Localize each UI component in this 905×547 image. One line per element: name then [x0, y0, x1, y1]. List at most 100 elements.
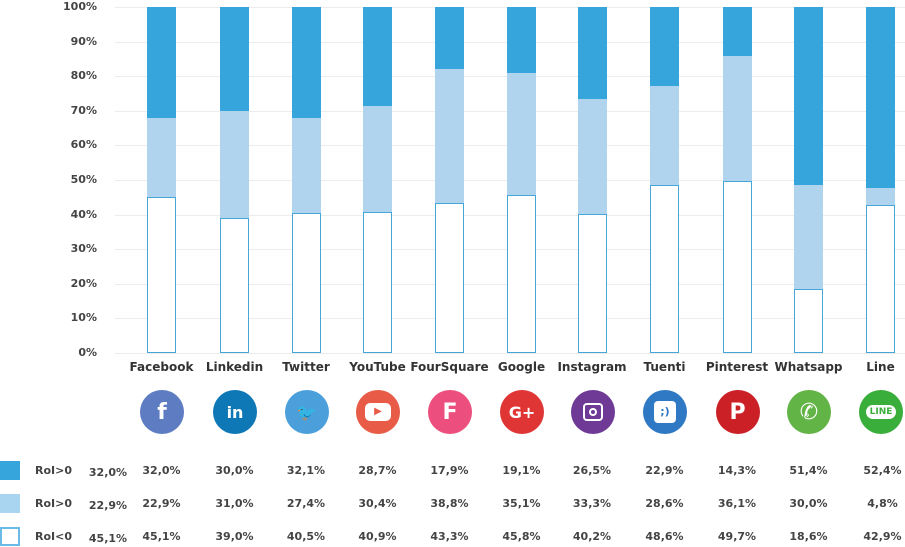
row-total: 22,9%: [88, 499, 128, 512]
table-cell: 22,9%: [645, 464, 684, 477]
table-cell: 28,6%: [645, 497, 684, 510]
bar-whatsapp[interactable]: [794, 7, 823, 353]
bar-segment[interactable]: [435, 68, 464, 204]
bar-segment[interactable]: [650, 6, 679, 86]
table-cell: 26,5%: [572, 464, 612, 477]
table-cell: 40,9%: [358, 530, 397, 543]
table-cell: 33,3%: [572, 497, 612, 510]
bar-segment[interactable]: [507, 7, 536, 74]
x-axis-label: Linkedin: [205, 360, 264, 374]
bar-segment[interactable]: [507, 73, 536, 195]
linkedin-icon: in: [213, 390, 257, 434]
bar-facebook[interactable]: [147, 7, 176, 353]
bar-segment[interactable]: [147, 196, 176, 353]
bar-segment[interactable]: [291, 7, 321, 119]
y-tick-label: 60%: [70, 138, 97, 152]
bar-segment[interactable]: [147, 7, 176, 118]
bar-tuenti[interactable]: [650, 6, 679, 353]
bar-segment[interactable]: [220, 7, 249, 111]
y-tick-label: 40%: [70, 207, 97, 221]
bar-segment[interactable]: [220, 110, 249, 219]
x-axis-label: Whatsapp: [774, 360, 843, 374]
table-cell: 39,0%: [215, 530, 254, 543]
table-cell: 30,4%: [358, 497, 397, 510]
table-cell: 48,6%: [645, 530, 684, 543]
bar-segment[interactable]: [363, 7, 392, 107]
x-axis-label: Pinterest: [705, 360, 769, 374]
table-cell: 18,6%: [789, 530, 828, 543]
bar-segment[interactable]: [722, 56, 752, 182]
table-cell: 30,0%: [789, 497, 828, 510]
table-cell: 30,0%: [215, 464, 254, 477]
table-cell: 49,7%: [717, 530, 757, 543]
table-cell: 19,1%: [502, 464, 541, 477]
bar-segment[interactable]: [794, 7, 823, 185]
table-cell: 32,0%: [142, 464, 181, 477]
bar-segment[interactable]: [291, 118, 321, 213]
table-cell: 28,7%: [358, 464, 397, 477]
x-axis-label: Twitter: [282, 360, 330, 374]
table-cell: 38,8%: [430, 497, 469, 510]
table-cell: 4,8%: [867, 497, 898, 510]
bar-segment[interactable]: [147, 117, 176, 197]
table-cell: 14,3%: [717, 464, 757, 477]
table-cell: 40,5%: [286, 530, 326, 543]
row-total: 32,0%: [88, 466, 128, 479]
x-axis-label: Line: [866, 360, 895, 374]
bar-segment[interactable]: [220, 218, 249, 353]
bar-segment[interactable]: [866, 6, 895, 188]
bar-segment[interactable]: [866, 187, 895, 205]
bar-segment[interactable]: [577, 98, 607, 214]
legend-label: RoI<0: [35, 530, 72, 543]
bar-line[interactable]: [866, 6, 895, 353]
legend-swatch: [0, 494, 20, 513]
bar-segment[interactable]: [435, 7, 464, 69]
gridline: [115, 353, 905, 354]
y-tick-label: 70%: [70, 103, 97, 117]
y-tick-label: 80%: [70, 69, 97, 83]
table-cell: 45,1%: [142, 530, 181, 543]
table-cell: 45,8%: [502, 530, 541, 543]
twitter-icon: 🐦: [284, 390, 329, 434]
bar-segment[interactable]: [507, 194, 536, 353]
bar-segment[interactable]: [866, 204, 895, 353]
x-axis-label: FourSquare: [410, 360, 489, 374]
y-tick-label: 90%: [70, 34, 97, 48]
table-cell: 32,1%: [286, 464, 326, 477]
x-axis-label: Instagram: [557, 360, 627, 374]
bar-segment[interactable]: [577, 7, 607, 99]
bar-segment[interactable]: [363, 106, 392, 212]
bar-segment[interactable]: [577, 213, 607, 353]
bar-twitter[interactable]: [291, 7, 321, 353]
whatsapp-icon: ✆: [787, 390, 831, 434]
bar-segment[interactable]: [722, 6, 752, 57]
y-tick-label: 30%: [70, 242, 97, 256]
bar-instagram[interactable]: [577, 7, 607, 353]
bar-segment[interactable]: [794, 288, 823, 353]
bar-pinterest[interactable]: [722, 6, 752, 353]
bar-youtube[interactable]: [363, 7, 392, 353]
bar-foursquare[interactable]: [435, 7, 464, 353]
bar-segment[interactable]: [435, 203, 464, 353]
legend-swatch: [0, 527, 20, 546]
line-icon: LINE: [859, 390, 903, 434]
table-cell: 52,4%: [863, 464, 902, 477]
bar-linkedin[interactable]: [220, 7, 249, 353]
bar-segment[interactable]: [794, 184, 823, 289]
x-axis-label: Facebook: [129, 360, 194, 374]
bar-segment[interactable]: [291, 212, 321, 353]
table-cell: 42,9%: [863, 530, 902, 543]
bar-segment[interactable]: [363, 211, 392, 353]
table-cell: 17,9%: [430, 464, 469, 477]
bar-google[interactable]: [507, 7, 536, 353]
y-tick-label: 50%: [70, 173, 97, 186]
table-cell: 43,3%: [430, 530, 469, 543]
bar-segment[interactable]: [650, 85, 679, 185]
pinterest-icon: P: [715, 390, 760, 434]
instagram-icon: [570, 390, 615, 434]
y-tick-label: 0%: [78, 346, 97, 359]
bar-segment[interactable]: [722, 181, 752, 353]
bar-segment[interactable]: [650, 184, 679, 353]
row-total: 45,1%: [88, 532, 128, 545]
table-cell: 35,1%: [502, 497, 541, 510]
